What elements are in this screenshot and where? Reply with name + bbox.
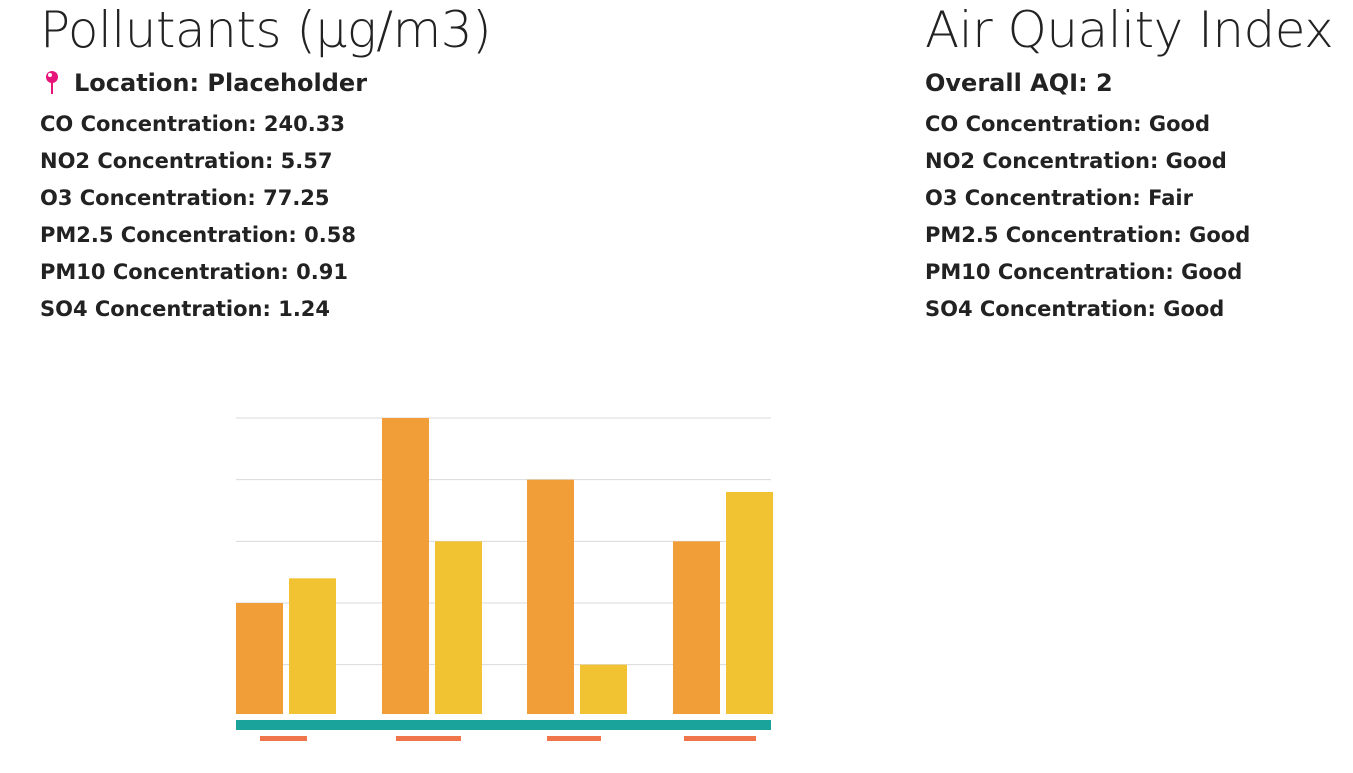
pollutant-row-pm25: PM2.5 Concentration: 0.58: [40, 223, 356, 247]
pollutants-title: Pollutants (µg/m3): [40, 1, 492, 59]
pollutants-panel: Pollutants (µg/m3) Location: Placeholder…: [40, 0, 740, 328]
aqi-row-so4: SO4 Concentration: Good: [925, 297, 1225, 321]
pollutant-chart: [236, 400, 776, 750]
aqi-row-co: CO Concentration: Good: [925, 112, 1211, 136]
overall-aqi: Overall AQI: 2: [925, 68, 1345, 98]
chart-category-label: [547, 736, 601, 741]
aqi-panel: Air Quality Index Overall AQI: 2 CO Conc…: [925, 0, 1345, 328]
chart-category-label: [260, 736, 307, 741]
chart-category-label: [684, 736, 756, 741]
pollutant-row-so4: SO4 Concentration: 1.24: [40, 297, 331, 321]
chart-bar: [435, 541, 482, 714]
chart-bar: [236, 603, 283, 714]
location-line: Location: Placeholder: [40, 68, 740, 98]
overall-aqi-label: Overall AQI: 2: [925, 69, 1113, 97]
aqi-row-o3: O3 Concentration: Fair: [925, 186, 1193, 210]
chart-bar: [673, 541, 720, 714]
aqi-row-pm10: PM10 Concentration: Good: [925, 260, 1243, 284]
chart-bar: [726, 492, 773, 714]
aqi-row-pm25: PM2.5 Concentration: Good: [925, 223, 1251, 247]
chart-baseline: [236, 720, 771, 730]
pollutant-list: CO Concentration: 240.33 NO2 Concentrati…: [40, 106, 740, 328]
pushpin-icon: [42, 69, 60, 97]
chart-bar: [580, 664, 627, 714]
chart-bar: [382, 418, 429, 714]
location-label: Location: Placeholder: [74, 69, 368, 97]
chart-bar: [527, 479, 574, 714]
chart-category-label: [396, 736, 461, 741]
aqi-title: Air Quality Index: [925, 1, 1334, 59]
chart-bar: [289, 578, 336, 714]
aqi-row-no2: NO2 Concentration: Good: [925, 149, 1227, 173]
pollutant-row-no2: NO2 Concentration: 5.57: [40, 149, 333, 173]
pollutant-row-co: CO Concentration: 240.33: [40, 112, 345, 136]
pollutant-row-pm10: PM10 Concentration: 0.91: [40, 260, 348, 284]
pollutant-row-o3: O3 Concentration: 77.25: [40, 186, 330, 210]
aqi-list: CO Concentration: Good NO2 Concentration…: [925, 106, 1345, 328]
bar-chart-svg: [236, 417, 773, 741]
